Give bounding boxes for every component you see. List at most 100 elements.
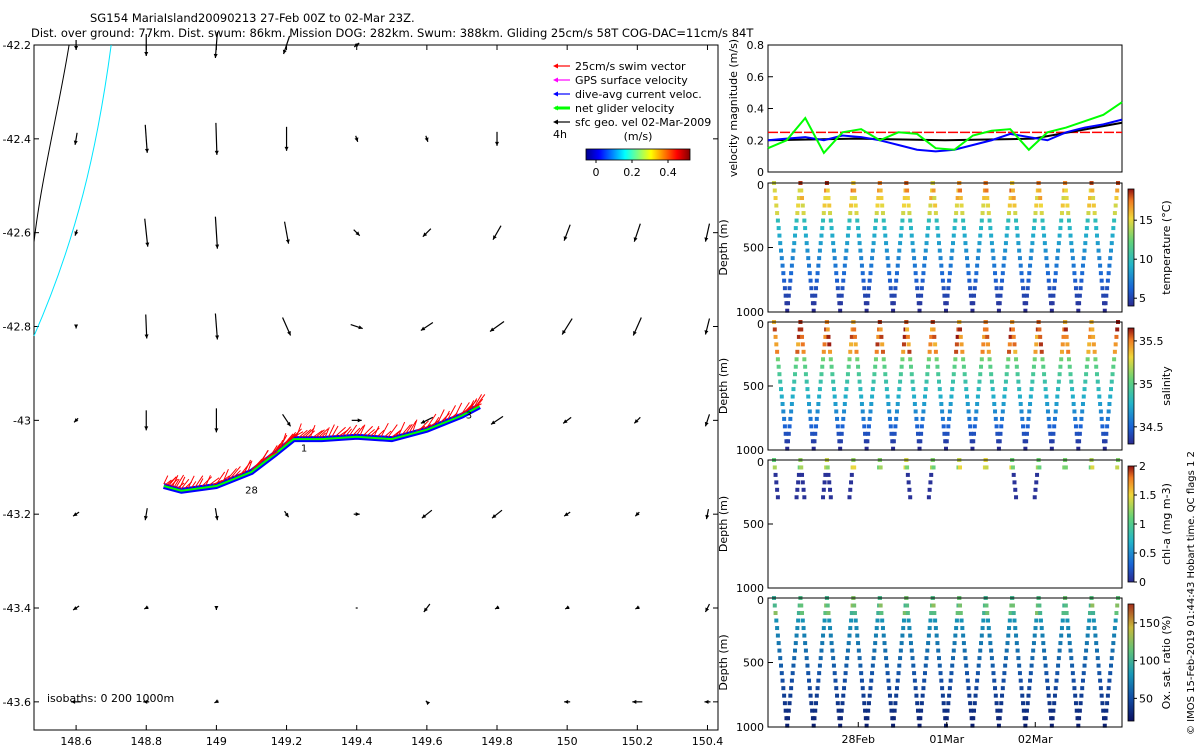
profile-point [912, 394, 917, 399]
profile-point [887, 686, 892, 691]
profile-point [938, 671, 943, 676]
profile-point [974, 686, 979, 691]
profile-point [1026, 278, 1031, 283]
profile-point [1051, 431, 1056, 436]
profile-point [1059, 357, 1064, 362]
profile-point [940, 416, 945, 421]
profile-point [783, 708, 788, 713]
profile-point [961, 364, 966, 369]
profile-point [1079, 278, 1084, 283]
profile-point [849, 480, 854, 485]
profile-point [838, 439, 843, 444]
depth-colorbar-tick-label: 34.5 [1139, 421, 1164, 434]
profile-point [1052, 693, 1057, 698]
profile-point [919, 701, 924, 706]
profile-point [844, 248, 849, 253]
profile-point [799, 188, 804, 193]
profile-point [884, 656, 889, 661]
profile-point [880, 349, 885, 354]
profile-point [1084, 364, 1089, 369]
profile-point [854, 626, 859, 631]
surface-current-arrow-head [491, 420, 496, 425]
swim-vector [475, 394, 486, 407]
profile-point [820, 364, 825, 369]
profile-point [849, 618, 854, 623]
profile-point [809, 424, 814, 429]
profile-point [870, 248, 875, 253]
profile-point [1045, 686, 1050, 691]
profile-point [894, 278, 899, 283]
profile-point [1050, 439, 1055, 444]
profile-point [1006, 633, 1011, 638]
surface-current-arrow-head [213, 53, 218, 58]
profile-point [1002, 256, 1007, 261]
profile-point [926, 495, 931, 500]
swim-vector [247, 460, 253, 472]
profile-point [825, 465, 830, 470]
profile-point [1045, 263, 1050, 268]
profile-point [1107, 401, 1112, 406]
profile-point [1071, 263, 1076, 268]
profile-point [805, 387, 810, 392]
surface-current-arrow-head [563, 419, 568, 424]
profile-point [846, 226, 851, 231]
profile-point [1046, 416, 1051, 421]
profile-point [1004, 233, 1009, 238]
profile-point [838, 446, 843, 451]
profile-point [1034, 480, 1039, 485]
profile-point [926, 226, 931, 231]
profile-point [786, 716, 791, 721]
profile-point [811, 308, 816, 313]
profile-point [852, 188, 857, 193]
profile-point [981, 618, 986, 623]
profile-point [821, 487, 826, 492]
profile-point [802, 495, 807, 500]
profile-point [883, 372, 888, 377]
profile-point [792, 656, 797, 661]
profile-point [804, 241, 809, 246]
profile-point [897, 663, 902, 668]
profile-point [790, 671, 795, 676]
profile-point [999, 701, 1004, 706]
profile-point [870, 256, 875, 261]
surface-current-arrow-head [144, 426, 149, 431]
profile-point [873, 218, 878, 223]
profile-point [1031, 364, 1036, 369]
profile-point [1023, 308, 1028, 313]
surface-current-arrow-head [705, 607, 710, 613]
profile-point [846, 364, 851, 369]
profile-point [1081, 394, 1086, 399]
profile-point [777, 648, 782, 653]
depth-panel-frame [767, 597, 1123, 728]
profile-point [936, 379, 941, 384]
profile-point [888, 701, 893, 706]
profile-point [803, 641, 808, 646]
swim-vector [165, 479, 172, 485]
swim-vector [447, 405, 456, 420]
swim-vector [366, 428, 375, 436]
profile-point [949, 394, 954, 399]
profile-point [1102, 446, 1107, 451]
isobaths-note: isobaths: 0 200 1000m [47, 692, 174, 705]
profile-point [889, 708, 894, 713]
profile-point [849, 472, 854, 477]
profile-point [921, 271, 926, 276]
profile-point [870, 671, 875, 676]
profile-point [1052, 416, 1057, 421]
profile-point [905, 196, 910, 201]
surface-current-arrow-head [422, 232, 428, 237]
profile-point [944, 716, 949, 721]
profile-point [840, 701, 845, 706]
profile-point [814, 286, 819, 291]
profile-point [813, 431, 818, 436]
profile-point [872, 233, 877, 238]
profile-point [1043, 387, 1048, 392]
profile-point [864, 723, 869, 728]
profile-point [961, 357, 966, 362]
profile-point [1109, 379, 1114, 384]
profile-point [982, 334, 987, 339]
profile-point [1033, 487, 1038, 492]
profile-point [809, 286, 814, 291]
profile-point [863, 431, 868, 436]
